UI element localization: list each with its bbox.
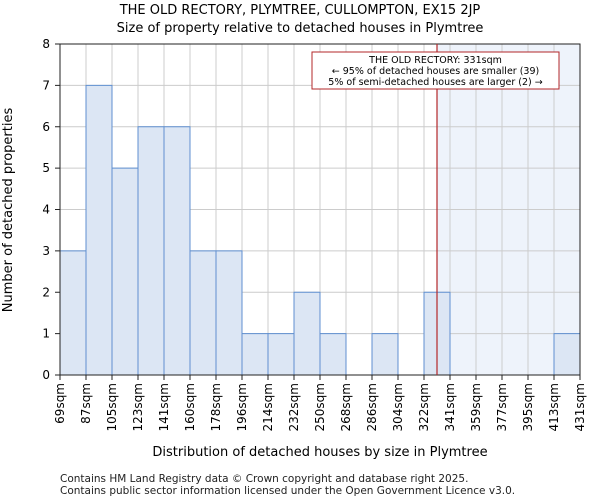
chart-title: THE OLD RECTORY, PLYMTREE, CULLOMPTON, E…: [119, 3, 481, 18]
y-tick-label: 7: [42, 78, 50, 92]
x-tick-label: 395sqm: [521, 383, 535, 431]
histogram-bar: [293, 291, 321, 376]
x-tick-label: 160sqm: [183, 383, 197, 431]
histogram-bar: [59, 250, 87, 376]
y-tick-label: 5: [42, 161, 50, 175]
y-tick-label: 1: [42, 327, 50, 341]
histogram-bar: [137, 126, 165, 376]
histogram-bar: [111, 167, 139, 376]
y-tick-label: 4: [42, 203, 50, 217]
x-tick-label: 69sqm: [53, 383, 67, 424]
y-tick-label: 6: [42, 120, 50, 134]
annotation-smaller: ← 95% of detached houses are smaller (39…: [332, 66, 539, 77]
footer-licence: Contains public sector information licen…: [60, 485, 516, 497]
x-tick-label: 178sqm: [209, 383, 223, 431]
histogram-bar: [319, 333, 347, 376]
x-tick-label: 232sqm: [287, 383, 301, 431]
annotation-box: [311, 51, 560, 90]
x-axis-label: Distribution of detached houses by size …: [152, 445, 487, 460]
x-tick-label: 250sqm: [313, 383, 327, 431]
chart-subtitle: Size of property relative to detached ho…: [116, 21, 484, 36]
x-tick-label: 214sqm: [261, 383, 275, 431]
x-tick-label: 341sqm: [443, 383, 457, 431]
y-tick-label: 2: [42, 285, 50, 299]
y-tick-label: 3: [42, 244, 50, 258]
histogram-bar: [371, 333, 399, 376]
histogram-bar: [189, 250, 217, 376]
x-tick-label: 322sqm: [417, 383, 431, 431]
x-tick-label: 105sqm: [105, 383, 119, 431]
histogram-bar: [215, 250, 243, 376]
x-tick-label: 431sqm: [573, 383, 587, 431]
x-tick-label: 268sqm: [339, 383, 353, 431]
x-tick-label: 196sqm: [235, 383, 249, 431]
y-tick-label: 8: [42, 37, 50, 51]
annotation-larger: 5% of semi-detached houses are larger (2…: [328, 77, 542, 88]
x-tick-label: 123sqm: [131, 383, 145, 431]
x-tick-label: 87sqm: [79, 383, 93, 424]
histogram-bar: [553, 333, 581, 376]
histogram-bar: [241, 333, 269, 376]
histogram-bar: [163, 126, 191, 376]
x-tick-label: 377sqm: [495, 383, 509, 431]
x-tick-label: 359sqm: [469, 383, 483, 431]
histogram-bar: [85, 84, 113, 376]
x-tick-label: 304sqm: [391, 383, 405, 431]
y-tick-label: 0: [42, 368, 50, 382]
x-tick-label: 286sqm: [365, 383, 379, 431]
y-axis-label: Number of detached properties: [1, 108, 16, 313]
histogram-bar: [267, 333, 295, 376]
annotation-title: THE OLD RECTORY: 331sqm: [368, 55, 502, 66]
footer-copyright: Contains HM Land Registry data © Crown c…: [60, 473, 469, 485]
x-tick-label: 413sqm: [547, 383, 561, 431]
x-tick-label: 141sqm: [157, 383, 171, 431]
